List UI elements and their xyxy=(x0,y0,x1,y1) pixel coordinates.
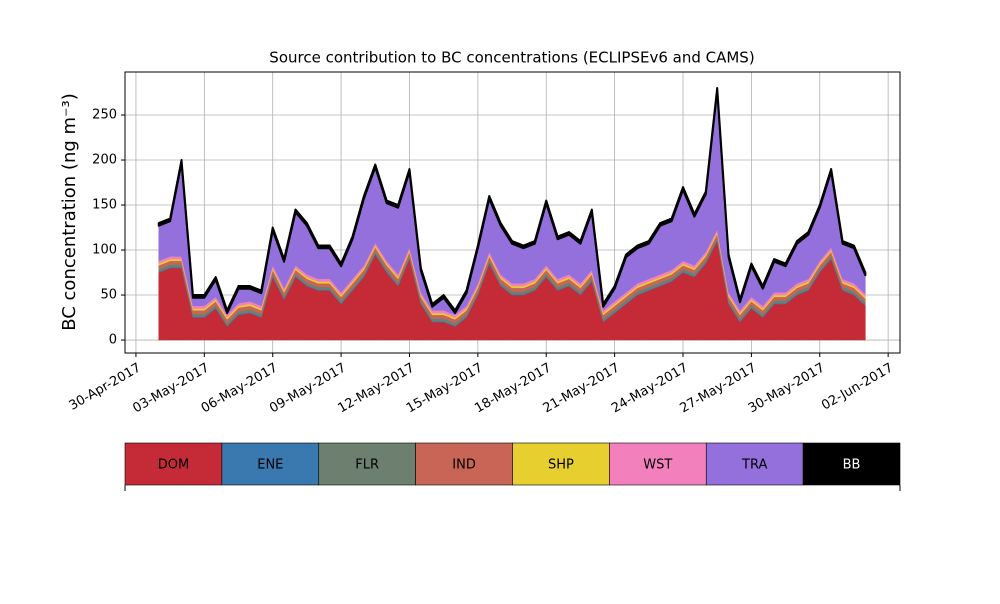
legend-label: WST xyxy=(643,458,672,473)
legend-label: DOM xyxy=(158,458,189,473)
legend-swatch xyxy=(221,442,320,486)
legend-swatch xyxy=(415,442,513,486)
y-tick-label: 100 xyxy=(92,243,117,258)
legend: DOM ENE FLR IND SHP WST TRA BB xyxy=(124,442,901,486)
y-tick-label: 250 xyxy=(92,108,117,123)
y-tick-label: 150 xyxy=(92,198,117,213)
legend-swatch xyxy=(802,442,901,486)
areas xyxy=(157,87,867,341)
chart-title: Source contribution to BC concentrations… xyxy=(269,49,754,67)
legend-label: FLR xyxy=(355,458,379,473)
legend-swatch xyxy=(318,442,416,486)
legend-swatch xyxy=(512,442,610,486)
legend-label: ENE xyxy=(257,458,283,473)
legend-label: TRA xyxy=(741,458,767,473)
y-axis-label: BC concentration (ng m⁻³) xyxy=(59,93,80,331)
legend-label: BB xyxy=(843,458,861,473)
y-tick-label: 50 xyxy=(100,288,117,303)
area xyxy=(157,87,867,315)
y-tick-label: 200 xyxy=(92,153,117,168)
legend-swatch xyxy=(705,442,804,486)
legend-swatch xyxy=(609,442,707,486)
legend-label: SHP xyxy=(548,458,574,473)
plot-frame xyxy=(124,71,901,354)
legend-swatch xyxy=(124,442,223,486)
y-tick-label: 0 xyxy=(109,333,117,348)
legend-label: IND xyxy=(452,458,476,473)
